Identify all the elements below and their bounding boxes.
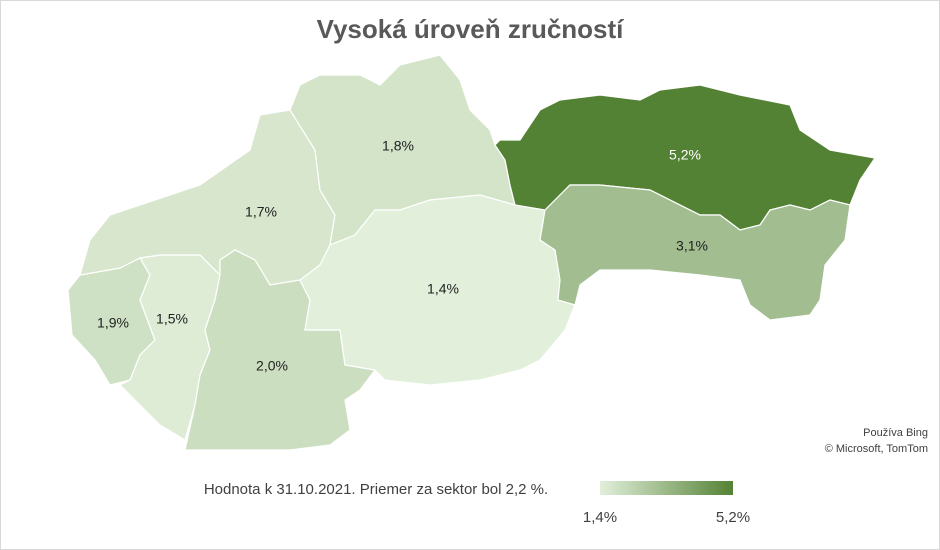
region-label: 3,1%	[676, 238, 708, 254]
region-label: 1,4%	[427, 281, 459, 297]
region-label: 2,0%	[256, 358, 288, 374]
color-scale	[600, 481, 733, 495]
region	[539, 184, 851, 321]
note: Hodnota k 31.10.2021. Priemer za sektor …	[204, 481, 548, 498]
scale-label: 1,4%	[583, 509, 617, 526]
region-label: 5,2%	[669, 147, 701, 163]
scale-label: 5,2%	[716, 509, 750, 526]
attribution: Používa Bing	[863, 427, 928, 439]
region	[184, 249, 377, 451]
region-label: 1,7%	[245, 204, 277, 220]
region-label: 1,8%	[382, 138, 414, 154]
region-label: 1,5%	[156, 311, 188, 327]
chart-title: Vysoká úroveň zručností	[317, 14, 625, 44]
region-label: 1,9%	[97, 315, 129, 331]
region	[299, 194, 576, 386]
attribution: © Microsoft, TomTom	[825, 443, 928, 455]
